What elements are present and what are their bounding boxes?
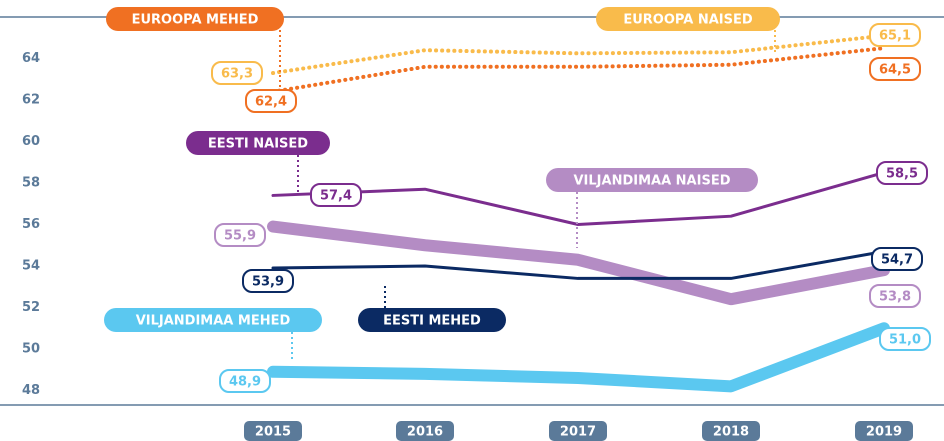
y-tick-label: 52	[22, 300, 40, 315]
value-pill	[869, 284, 921, 308]
value-label: 57,4	[320, 189, 352, 204]
x-tick-label: 2015	[255, 425, 291, 440]
y-tick-label: 54	[22, 258, 40, 273]
y-tick-label: 56	[22, 217, 40, 232]
x-tick-label: 2017	[560, 425, 596, 440]
value-pill	[211, 61, 263, 85]
y-tick-label: 62	[22, 92, 40, 107]
legend-label: EUROOPA NAISED	[623, 13, 752, 28]
value-label: 58,5	[886, 167, 918, 182]
y-tick-label: 50	[22, 341, 40, 356]
value-label: 54,7	[881, 253, 913, 268]
value-pill	[245, 89, 297, 113]
year-pill	[702, 421, 760, 441]
value-label: 53,8	[879, 290, 911, 305]
value-label: 65,1	[879, 29, 911, 44]
year-pill	[549, 421, 607, 441]
y-tick-label: 64	[22, 51, 40, 66]
series-line	[267, 220, 890, 306]
year-pill	[855, 421, 913, 441]
value-label: 63,3	[221, 67, 253, 82]
legend-label: EUROOPA MEHED	[132, 13, 259, 28]
legend-label: EESTI NAISED	[208, 137, 308, 152]
legend-label: VILJANDIMAA MEHED	[136, 314, 291, 329]
value-pill	[214, 223, 266, 247]
series-line	[267, 322, 890, 393]
legend-label: VILJANDIMAA NAISED	[574, 174, 731, 189]
value-pill	[871, 247, 923, 271]
value-label: 53,9	[252, 275, 284, 290]
year-pill	[244, 421, 302, 441]
value-pill	[869, 23, 921, 47]
series-line	[271, 249, 886, 280]
value-pill	[879, 327, 931, 351]
value-label: 48,9	[229, 375, 261, 390]
value-pill	[310, 183, 362, 207]
value-label: 64,5	[879, 63, 911, 78]
series-name-pill	[596, 7, 780, 31]
x-tick-label: 2016	[407, 425, 443, 440]
series-name-pill	[546, 168, 758, 192]
legend-label: EESTI MEHED	[383, 314, 481, 329]
value-pill	[869, 57, 921, 81]
value-pill	[876, 161, 928, 185]
series-name-pill	[358, 308, 506, 332]
series-line	[271, 171, 886, 226]
value-label: 51,0	[889, 333, 921, 348]
value-pill	[219, 369, 271, 393]
series-name-pill	[104, 308, 322, 332]
year-pill	[396, 421, 454, 441]
series-name-pill	[106, 7, 284, 31]
series-line	[271, 46, 886, 94]
x-tick-label: 2018	[713, 425, 749, 440]
y-tick-label: 48	[22, 383, 40, 398]
value-pill	[242, 269, 294, 293]
y-tick-label: 60	[22, 134, 40, 149]
series-name-pill	[186, 131, 330, 155]
x-tick-label: 2019	[866, 425, 902, 440]
series-line	[271, 33, 886, 76]
value-label: 55,9	[224, 229, 256, 244]
y-tick-label: 58	[22, 175, 40, 190]
value-label: 62,4	[255, 95, 287, 110]
